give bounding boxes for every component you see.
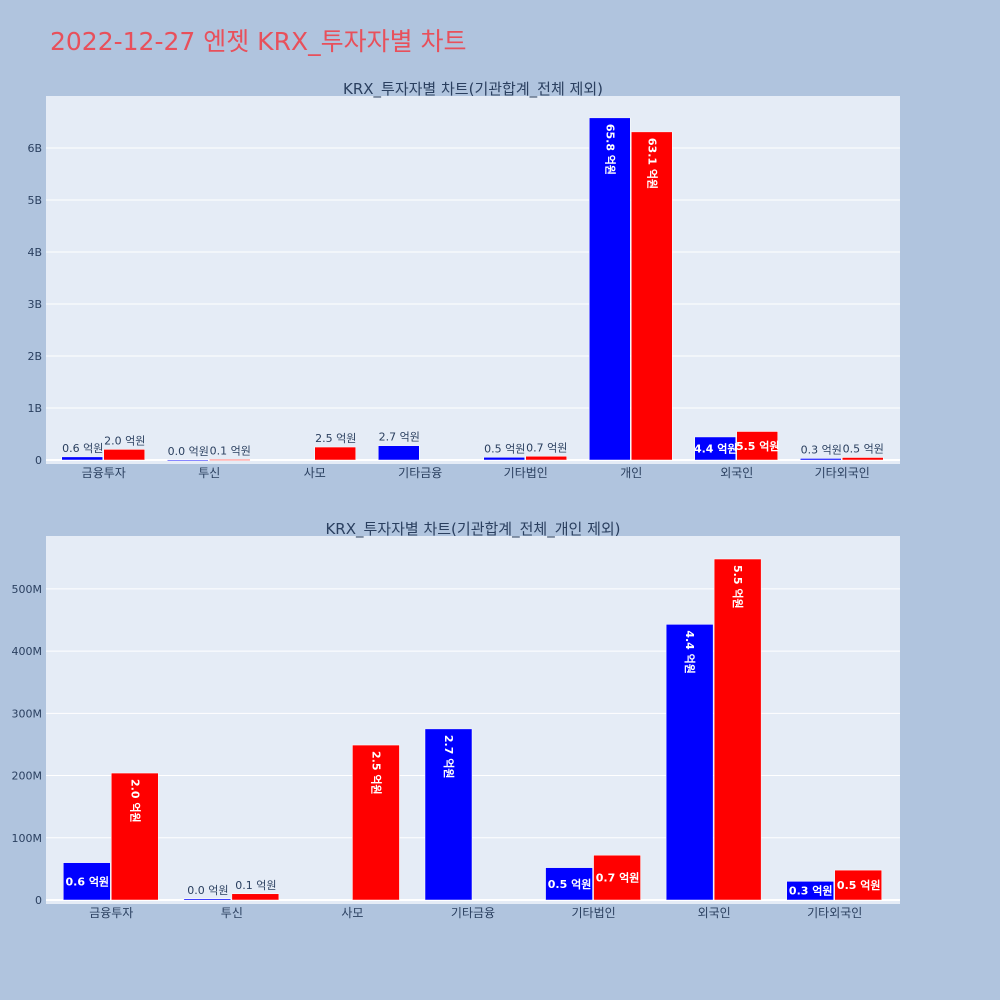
bar: [713, 558, 762, 901]
bar: [209, 459, 251, 461]
bar: [61, 456, 103, 461]
bar: [736, 431, 778, 461]
bar: [378, 445, 420, 461]
x-tick-label: 사모: [341, 906, 363, 920]
y-tick-label: 6B: [27, 142, 42, 155]
x-tick-label: 사모: [304, 466, 326, 480]
bar: [483, 457, 525, 461]
y-tick-label: 2B: [27, 350, 42, 363]
data-label: 2.7 억원: [379, 431, 420, 444]
x-tick-label: 외국인: [698, 906, 731, 920]
data-label: 0.7 억원: [596, 871, 640, 885]
x-tick-label: 투신: [198, 466, 220, 480]
data-label: 4.4 억원: [694, 441, 738, 455]
plot-area: [46, 536, 900, 904]
x-tick-label: 기타법인: [571, 906, 615, 920]
y-tick-label: 200M: [12, 770, 43, 783]
x-tick-label: 금융투자: [89, 906, 133, 920]
chart-title: KRX_투자자별 차트(기관합계_전체 제외): [343, 80, 603, 99]
bar: [111, 772, 159, 901]
bar: [103, 449, 145, 461]
y-tick-label: 4B: [27, 246, 42, 259]
data-label: 0.5 억원: [837, 878, 881, 892]
bar: [589, 117, 631, 461]
data-label: 2.7 억원: [442, 735, 456, 779]
chart-title: KRX_투자자별 차트(기관합계_전체_개인 제외): [325, 520, 620, 539]
bar: [665, 624, 714, 901]
data-label: 4.4 억원: [683, 630, 697, 674]
bar: [631, 131, 673, 461]
x-tick-label: 투신: [221, 906, 243, 920]
bar: [63, 862, 111, 901]
data-label: 63.1 억원: [645, 138, 659, 189]
data-label: 0.0 억원: [168, 445, 209, 458]
data-label: 0.1 억원: [210, 444, 251, 457]
bar: [842, 457, 884, 461]
chart-1: KRX_투자자별 차트(기관합계_전체 제외) 0 1B 2B 3B 4B 5B 6B 금융투자…: [27, 80, 900, 480]
bar: [593, 854, 641, 901]
page-title: 2022-12-27 엔젯 KRX_투자자별 차트: [50, 27, 467, 56]
data-label: 0.6 억원: [66, 874, 110, 888]
y-tick-label: 3B: [27, 298, 42, 311]
data-label: 0.6 억원: [62, 442, 103, 455]
data-label: 2.0 억원: [128, 779, 142, 823]
bar: [352, 744, 400, 901]
x-tick-label: 기타외국인: [807, 906, 862, 920]
bar: [183, 898, 232, 901]
bar: [314, 446, 356, 461]
chart-2: KRX_투자자별 차트(기관합계_전체_개인 제외) 0 100M 200M 300M 4…: [12, 520, 900, 920]
y-tick-label: 1B: [27, 402, 42, 415]
x-tick-label: 기타금융: [398, 466, 442, 480]
data-label: 0.0 억원: [187, 884, 228, 897]
data-label: 2.5 억원: [369, 751, 383, 795]
x-tick-label: 기타법인: [504, 466, 548, 480]
data-label: 5.5 억원: [736, 439, 780, 453]
x-tick-label: 외국인: [720, 466, 753, 480]
y-tick-label: 100M: [12, 832, 43, 845]
bar: [694, 436, 736, 461]
data-label: 0.3 억원: [801, 443, 842, 456]
bar: [424, 728, 473, 901]
x-tick-label: 개인: [620, 466, 642, 480]
y-tick-label: 0: [35, 454, 42, 467]
data-label: 2.0 억원: [104, 434, 145, 447]
bar: [834, 869, 882, 901]
data-label: 0.3 억원: [789, 884, 833, 898]
x-tick-label: 기타금융: [451, 906, 495, 920]
y-tick-label: 500M: [12, 583, 43, 596]
bar: [800, 458, 842, 461]
y-tick-label: 5B: [27, 194, 42, 207]
data-label: 0.5 억원: [484, 442, 525, 455]
plot-area: [46, 96, 900, 464]
data-label: 5.5 억원: [731, 565, 745, 609]
data-label: 0.1 억원: [235, 879, 276, 892]
data-label: 65.8 억원: [603, 124, 617, 175]
data-label: 0.5 억원: [548, 877, 592, 891]
x-tick-label: 금융투자: [82, 466, 126, 480]
y-tick-label: 400M: [12, 645, 43, 658]
bar: [545, 867, 593, 901]
y-tick-label: 0: [35, 894, 42, 907]
data-label: 2.5 억원: [315, 432, 356, 445]
data-label: 0.5 억원: [843, 443, 884, 456]
bar: [786, 881, 834, 901]
data-label: 0.7 억원: [526, 441, 567, 454]
bar: [525, 456, 567, 461]
x-tick-label: 기타외국인: [815, 466, 870, 480]
bar: [231, 893, 280, 901]
y-tick-label: 300M: [12, 707, 43, 720]
bar: [167, 459, 209, 462]
